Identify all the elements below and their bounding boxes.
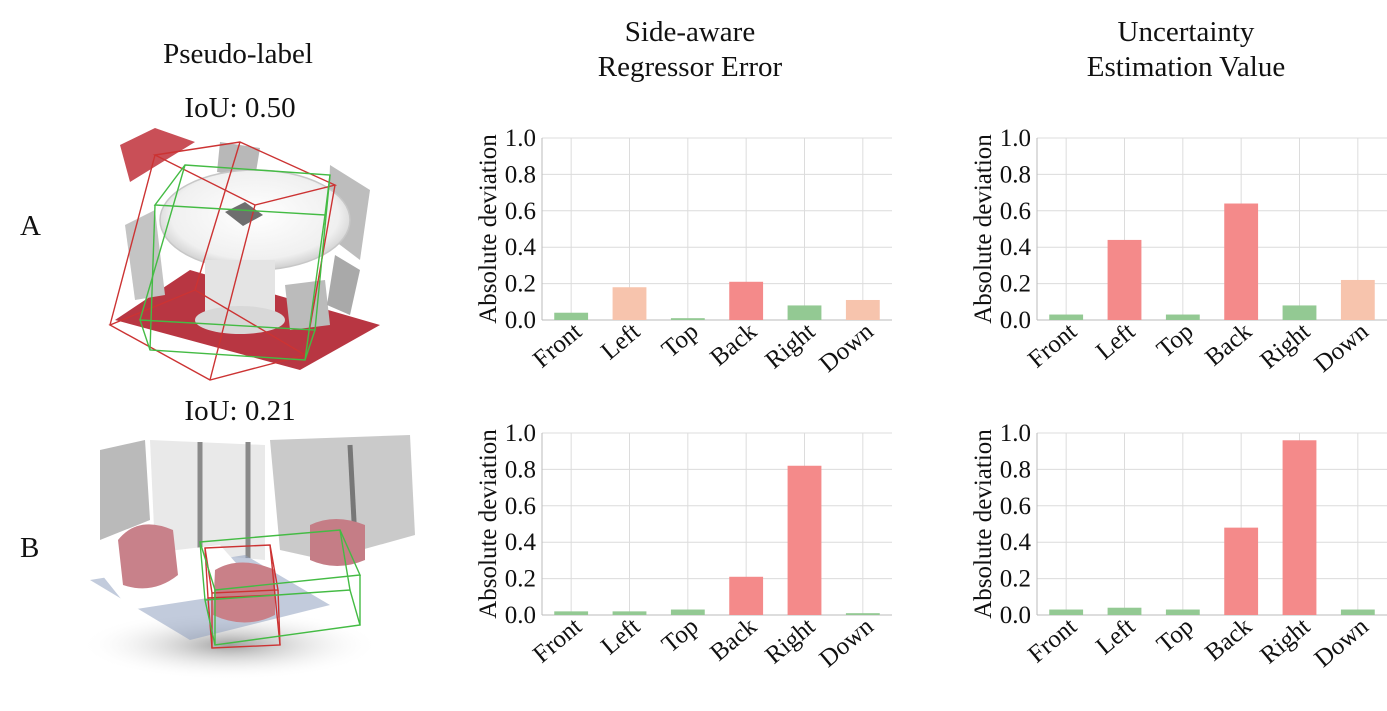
y-tick-label: 1.0 — [1000, 420, 1031, 447]
x-tick-label: Top — [1152, 318, 1199, 363]
scene-b-pointcloud-image — [80, 435, 415, 680]
y-tick-label: 0.8 — [505, 161, 536, 188]
bar-right — [1282, 305, 1317, 320]
y-tick-label: 0.2 — [1000, 566, 1031, 593]
bar-left — [612, 611, 647, 615]
y-tick-label: 0.2 — [1000, 271, 1031, 298]
bar-front — [1049, 609, 1084, 615]
bar-top — [670, 609, 705, 615]
y-axis-label: Absolute deviation — [475, 134, 502, 324]
scene-a-table — [159, 169, 351, 334]
iou-caption-a: IoU: 0.50 — [184, 92, 296, 124]
scene-a-pointcloud-image — [108, 128, 380, 381]
y-axis-label: Absolute deviation — [970, 429, 997, 619]
x-tick-label: Top — [657, 318, 704, 363]
x-tick-label: Front — [528, 613, 587, 669]
bar-front — [554, 611, 589, 615]
bar-down — [1340, 609, 1375, 615]
bar-front — [554, 312, 589, 320]
y-tick-label: 0.0 — [505, 307, 536, 334]
side-aware-error-title-line1: Side-aware — [624, 16, 756, 48]
y-tick-label: 0.6 — [1000, 198, 1031, 225]
row-label-a: A — [20, 210, 41, 242]
y-tick-label: 0.8 — [1000, 161, 1031, 188]
x-tick-label: Down — [815, 613, 880, 673]
bar-back — [1224, 527, 1259, 615]
scene-b-walls — [100, 435, 415, 560]
y-tick-label: 0.2 — [505, 271, 536, 298]
side-aware-error-title: Side-aware Regressor Error — [540, 15, 840, 85]
x-tick-label: Left — [1091, 613, 1140, 660]
y-tick-label: 0.4 — [505, 529, 537, 556]
y-tick-label: 1.0 — [505, 125, 536, 152]
bar-back — [729, 576, 764, 615]
y-axis-label: Absolute deviation — [970, 134, 997, 324]
y-tick-label: 0.4 — [1000, 529, 1032, 556]
y-tick-label: 0.6 — [505, 198, 536, 225]
x-tick-label: Top — [1152, 613, 1199, 658]
bar-right — [787, 305, 822, 320]
x-tick-label: Back — [1200, 318, 1257, 372]
bar-top — [1165, 609, 1200, 615]
y-tick-label: 0.2 — [505, 566, 536, 593]
bar-right — [1282, 440, 1317, 615]
x-tick-label: Back — [705, 318, 762, 372]
y-tick-label: 0.4 — [1000, 234, 1032, 261]
x-tick-label: Right — [760, 613, 820, 669]
row-label-b: B — [20, 532, 40, 564]
scene-b-shadow — [80, 610, 380, 680]
uncertainty-title-line2: Estimation Value — [1086, 51, 1286, 83]
pseudo-label-title: Pseudo-label — [163, 38, 313, 70]
bar-left — [1107, 239, 1142, 320]
x-tick-label: Down — [1310, 613, 1375, 673]
y-tick-label: 0.0 — [1000, 307, 1031, 334]
y-tick-label: 0.0 — [505, 602, 536, 629]
y-tick-label: 0.8 — [1000, 456, 1031, 483]
x-tick-label: Front — [528, 318, 587, 374]
y-tick-label: 1.0 — [1000, 125, 1031, 152]
y-tick-label: 0.4 — [505, 234, 537, 261]
x-tick-label: Down — [815, 318, 880, 378]
scene-a-box-green — [139, 164, 331, 361]
bar-front — [1049, 314, 1084, 320]
y-axis-label: Absolute deviation — [475, 429, 502, 619]
x-tick-label: Right — [1255, 613, 1315, 669]
side-aware-error-title-line2: Regressor Error — [597, 51, 783, 83]
x-tick-label: Left — [596, 613, 645, 660]
bar-top — [670, 318, 705, 320]
bar-top — [1165, 314, 1200, 320]
y-tick-label: 0.6 — [505, 493, 536, 520]
y-tick-label: 0.0 — [1000, 602, 1031, 629]
bar-left — [612, 287, 647, 320]
uncertainty-title: Uncertainty Estimation Value — [1036, 15, 1336, 85]
uncertainty-title-line1: Uncertainty — [1117, 16, 1255, 48]
scene-a-box-red — [108, 141, 338, 381]
x-tick-label: Top — [657, 613, 704, 658]
x-tick-label: Front — [1023, 613, 1082, 669]
x-tick-label: Back — [705, 613, 762, 667]
bar-back — [729, 281, 764, 320]
x-tick-label: Down — [1310, 318, 1375, 378]
x-tick-label: Right — [1255, 318, 1315, 374]
x-tick-label: Front — [1023, 318, 1082, 374]
iou-caption-b: IoU: 0.21 — [184, 395, 296, 427]
y-tick-label: 1.0 — [505, 420, 536, 447]
x-tick-label: Left — [596, 318, 645, 365]
bar-down — [1340, 279, 1375, 320]
x-tick-label: Back — [1200, 613, 1257, 667]
bar-right — [787, 465, 822, 615]
x-tick-label: Right — [760, 318, 820, 374]
bar-down — [845, 613, 880, 615]
bar-left — [1107, 607, 1142, 615]
bar-down — [845, 299, 880, 320]
bar-back — [1224, 203, 1259, 320]
x-tick-label: Left — [1091, 318, 1140, 365]
scene-b-box-green — [199, 529, 362, 646]
y-tick-label: 0.6 — [1000, 493, 1031, 520]
y-tick-label: 0.8 — [505, 456, 536, 483]
